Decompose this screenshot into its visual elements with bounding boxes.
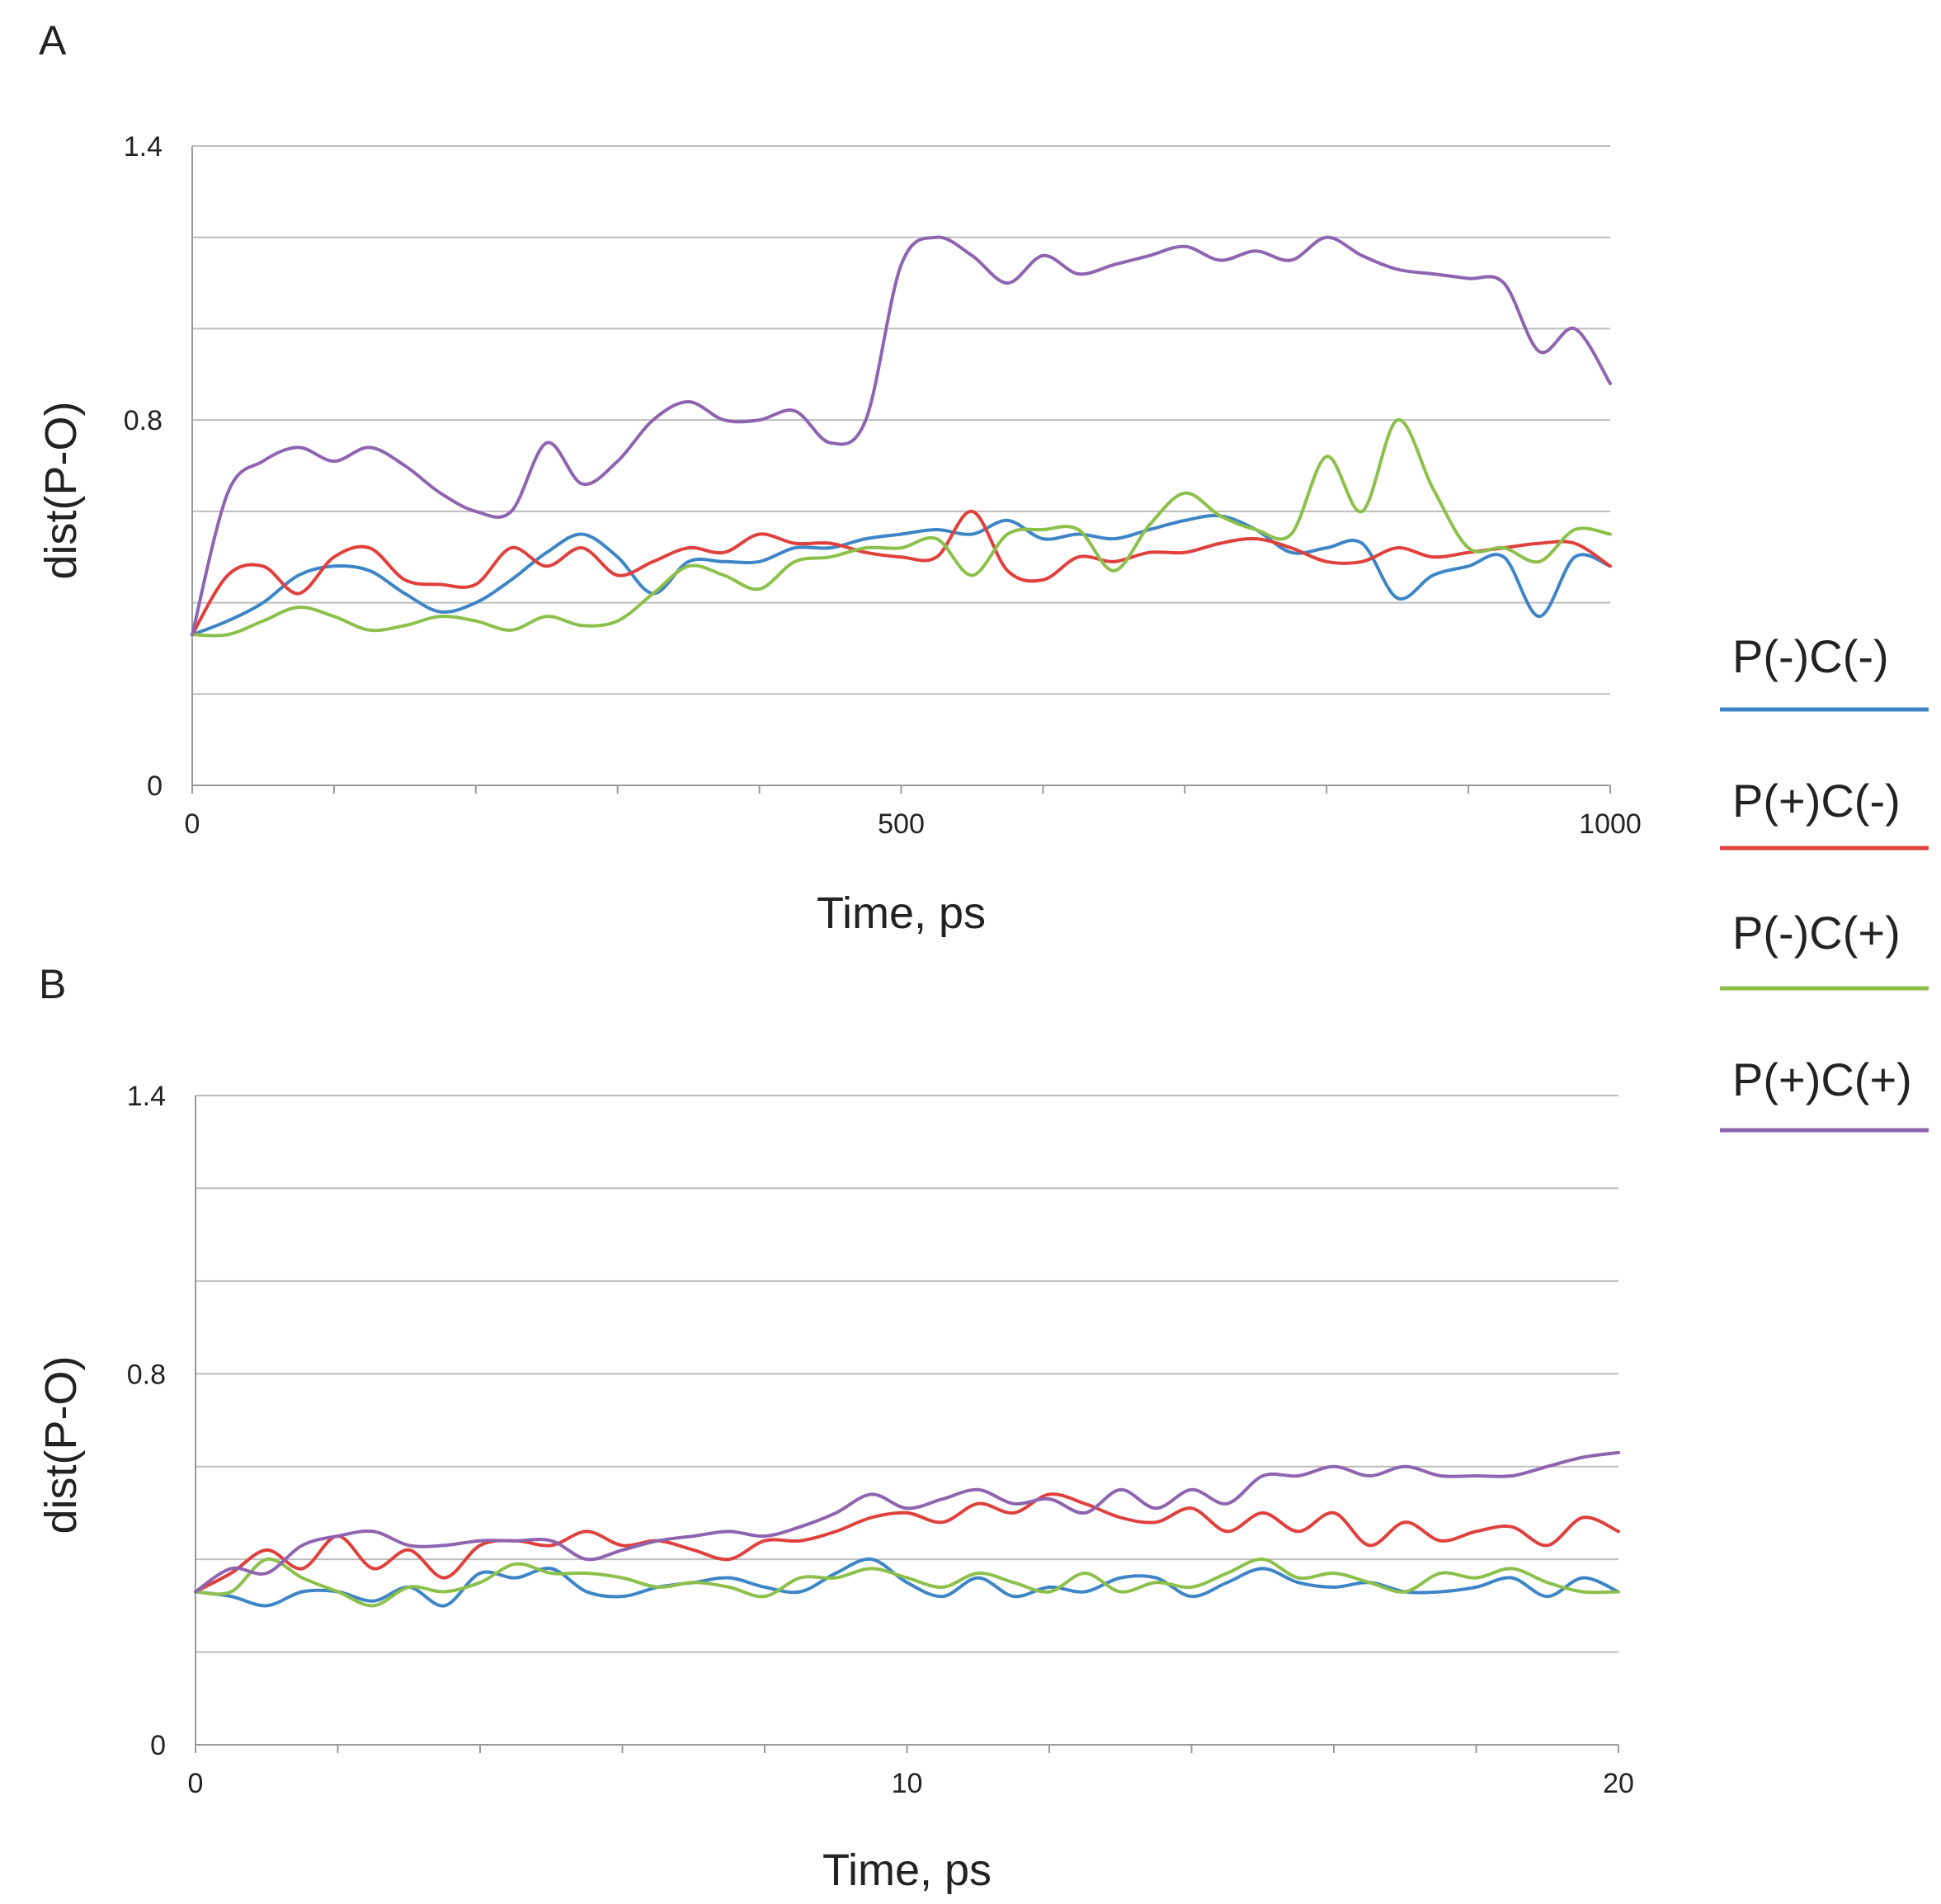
panel-b-y-tick-1-4: 1.4 — [127, 1081, 166, 1112]
panel-b-y-axis-title: dist(P-O) — [36, 1356, 86, 1534]
panel-a-gridlines — [192, 145, 1610, 695]
legend-label: P(-)C(-) — [1732, 630, 1889, 682]
panel-b-y-tick-0-8: 0.8 — [127, 1359, 166, 1390]
panel-a-x-minor-ticks — [191, 785, 1611, 794]
legend-label: P(-)C(+) — [1732, 907, 1901, 959]
panel-b-x-minor-ticks — [195, 1745, 1619, 1753]
panel-a-y-axis-title: dist(P-O) — [36, 402, 86, 580]
legend-item-p-plus-c-minus: P(+)C(-) — [1720, 775, 1929, 851]
panel-b-x-tick-10: 10 — [892, 1768, 923, 1799]
legend: P(-)C(-) P(+)C(-) P(-)C(+) P(+)C(+) — [1720, 630, 1929, 1133]
panel-b-x-tick-0: 0 — [188, 1768, 204, 1799]
legend-item-p-minus-c-plus: P(-)C(+) — [1720, 907, 1929, 991]
panel-b-gridlines — [196, 1095, 1618, 1653]
legend-label: P(+)C(+) — [1732, 1053, 1912, 1105]
legend-label: P(+)C(-) — [1732, 775, 1901, 827]
panel-a-x-tick-0: 0 — [185, 808, 200, 840]
panel-b-series-p-plusc-plus — [194, 1450, 1620, 1594]
legend-item-p-plus-c-plus: P(+)C(+) — [1720, 1053, 1929, 1133]
legend-item-p-minus-c-minus: P(-)C(-) — [1720, 630, 1929, 712]
panel-b-series-p-plusc-minus — [194, 1492, 1620, 1594]
panel-a-x-axis-title: Time, ps — [817, 888, 986, 938]
panel-a-series-p-plusc-minus — [191, 509, 1612, 637]
panel-b: B 0 0.8 1.4 0 10 20 Time, ps dist(P-O) — [36, 961, 1634, 1895]
panel-a-series-p-minusc-plus — [191, 418, 1612, 638]
panel-a-y-tick-0-8: 0.8 — [124, 405, 163, 436]
panel-a-series-p-plusc-plus — [191, 235, 1612, 637]
panel-a-x-tick-500: 500 — [878, 808, 925, 840]
panel-b-series — [194, 1450, 1620, 1608]
panel-a-x-tick-1000: 1000 — [1579, 808, 1642, 840]
panel-b-x-axis-title: Time, ps — [822, 1845, 992, 1895]
panel-a: A 0 0.8 1.4 0 500 1000 Time, ps dist(P-O… — [36, 17, 1642, 938]
panel-a-y-tick-1-4: 1.4 — [124, 131, 163, 163]
panel-b-x-tick-20: 20 — [1603, 1768, 1634, 1799]
panel-a-series-p-minusc-minus — [191, 513, 1612, 637]
panel-b-y-tick-0: 0 — [150, 1730, 166, 1761]
panel-a-series — [191, 235, 1612, 638]
panel-a-y-tick-0: 0 — [147, 771, 163, 802]
panel-b-series-p-minusc-plus — [194, 1557, 1620, 1608]
panel-a-letter: A — [39, 17, 67, 64]
panel-b-letter: B — [39, 961, 66, 1007]
panel-b-series-p-minusc-minus — [194, 1558, 1620, 1608]
